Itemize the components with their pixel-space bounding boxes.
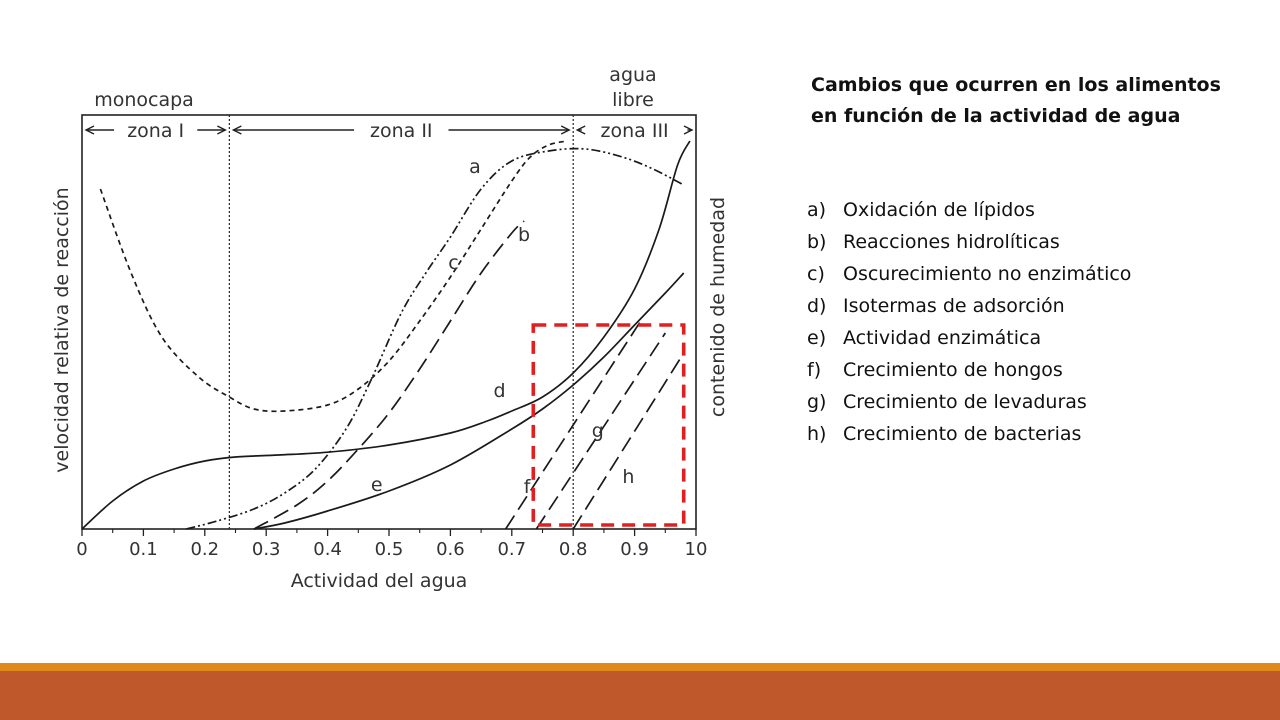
- zone-arrow-head: [231, 125, 242, 135]
- footer-band-top: [0, 663, 1280, 671]
- legend-item-a: a) Oxidación de lípidos: [807, 194, 1131, 226]
- x-tick-label: 0: [76, 539, 87, 560]
- legend-letter: h): [807, 423, 827, 445]
- series-label-d: d: [493, 380, 505, 402]
- series-line-a: [99, 140, 568, 413]
- legend-item-b: b) Reacciones hidrolíticas: [807, 226, 1131, 258]
- legend-text: Crecimiento de levaduras: [843, 391, 1087, 413]
- x-tick-label: 0.3: [252, 539, 281, 560]
- legend-item-f: f) Crecimiento de hongos: [807, 354, 1131, 386]
- zone-label: zona II: [370, 120, 433, 142]
- x-tick-label: 0.5: [375, 539, 404, 560]
- chart-axes: 0 0.1 0.2 0.3 0.4 0.5 0.6 0.7 0.8 0.9 10 Actividad …: [51, 114, 729, 592]
- series-label-f: f: [524, 476, 532, 498]
- x-tick-label: 10: [685, 539, 708, 560]
- x-tick-label: 0.1: [129, 539, 158, 560]
- legend-text: Oxidación de lípidos: [843, 199, 1035, 221]
- series-label-g: g: [592, 420, 604, 442]
- chart-zones: zona I zona II zona III: [84, 115, 694, 529]
- zone-label: zona III: [601, 120, 669, 142]
- chart-highlight: [531, 323, 686, 527]
- zone-arrow-head: [575, 125, 586, 135]
- zone-label: zona I: [127, 120, 184, 142]
- legend-item-e: e) Actividad enzimática: [807, 322, 1131, 354]
- highlight-box: [531, 323, 686, 527]
- agua-libre-label: libre: [612, 89, 654, 111]
- series-line-g: [535, 332, 667, 530]
- legend-letter: a): [807, 199, 827, 221]
- legend-item-d: d) Isotermas de adsorción: [807, 290, 1131, 322]
- legend-letter: f): [807, 359, 822, 381]
- legend-item-c: c) Oscurecimiento no enzimático: [807, 258, 1131, 290]
- legend-text: Reacciones hidrolíticas: [843, 231, 1060, 253]
- legend-letter: g): [807, 391, 827, 413]
- x-tick-label: 0.4: [313, 539, 342, 560]
- legend-item-g: g) Crecimiento de levaduras: [807, 386, 1131, 418]
- legend-text: Crecimiento de hongos: [843, 359, 1063, 381]
- legend-text: Crecimiento de bacterias: [843, 423, 1082, 445]
- legend-letter: c): [807, 263, 825, 285]
- x-tick-label: 0.2: [190, 539, 219, 560]
- chart-series: [81, 140, 691, 530]
- series-line-e: [253, 272, 685, 530]
- legend-text: Oscurecimiento no enzimático: [843, 263, 1132, 285]
- footer-band-bottom: [0, 671, 1280, 720]
- legend-letter: e): [807, 327, 827, 349]
- series-label-h: h: [622, 466, 634, 488]
- slide-title: Cambios que ocurren en los alimentos en …: [811, 74, 1221, 127]
- y-axis-title-right: contenido de humedad: [707, 197, 729, 417]
- x-axis-title: Actividad del agua: [291, 570, 468, 592]
- series-line-f: [504, 320, 642, 530]
- series-line-d: [81, 140, 691, 530]
- x-tick-label: 0.6: [436, 539, 465, 560]
- x-tick-label: 0.7: [497, 539, 526, 560]
- zone-arrow-head: [683, 125, 694, 135]
- legend-letter: d): [807, 295, 827, 317]
- series-label-a: a: [469, 156, 481, 178]
- monocapa-label: monocapa: [94, 89, 194, 111]
- legend-text: Actividad enzimática: [843, 327, 1042, 349]
- zone-arrow-head: [560, 125, 571, 135]
- legend-text: Isotermas de adsorción: [843, 295, 1065, 317]
- chart-labels: monocapa agua libre a b c d e f g h: [94, 64, 656, 498]
- legend-letter: b): [807, 231, 827, 253]
- series-label-e: e: [371, 474, 383, 496]
- x-tick-label: 0.8: [559, 539, 588, 560]
- agua-libre-label: agua: [609, 64, 656, 86]
- y-axis-title-left: velocidad relativa de reacción: [51, 187, 73, 472]
- zone-arrow-head: [84, 125, 95, 135]
- series-line-h: [572, 352, 685, 530]
- series-label-c: c: [448, 252, 458, 274]
- zone-arrow-head: [217, 125, 227, 135]
- x-tick-label: 0.9: [620, 539, 649, 560]
- series-line-b: [253, 220, 525, 530]
- series-label-b: b: [518, 224, 530, 246]
- series-line-c: [186, 147, 685, 530]
- legend-item-h: h) Crecimiento de bacterias: [807, 418, 1131, 450]
- plot-frame: [81, 114, 697, 530]
- legend-list: a) Oxidación de lípidos b) Reacciones hidr…: [807, 194, 1131, 450]
